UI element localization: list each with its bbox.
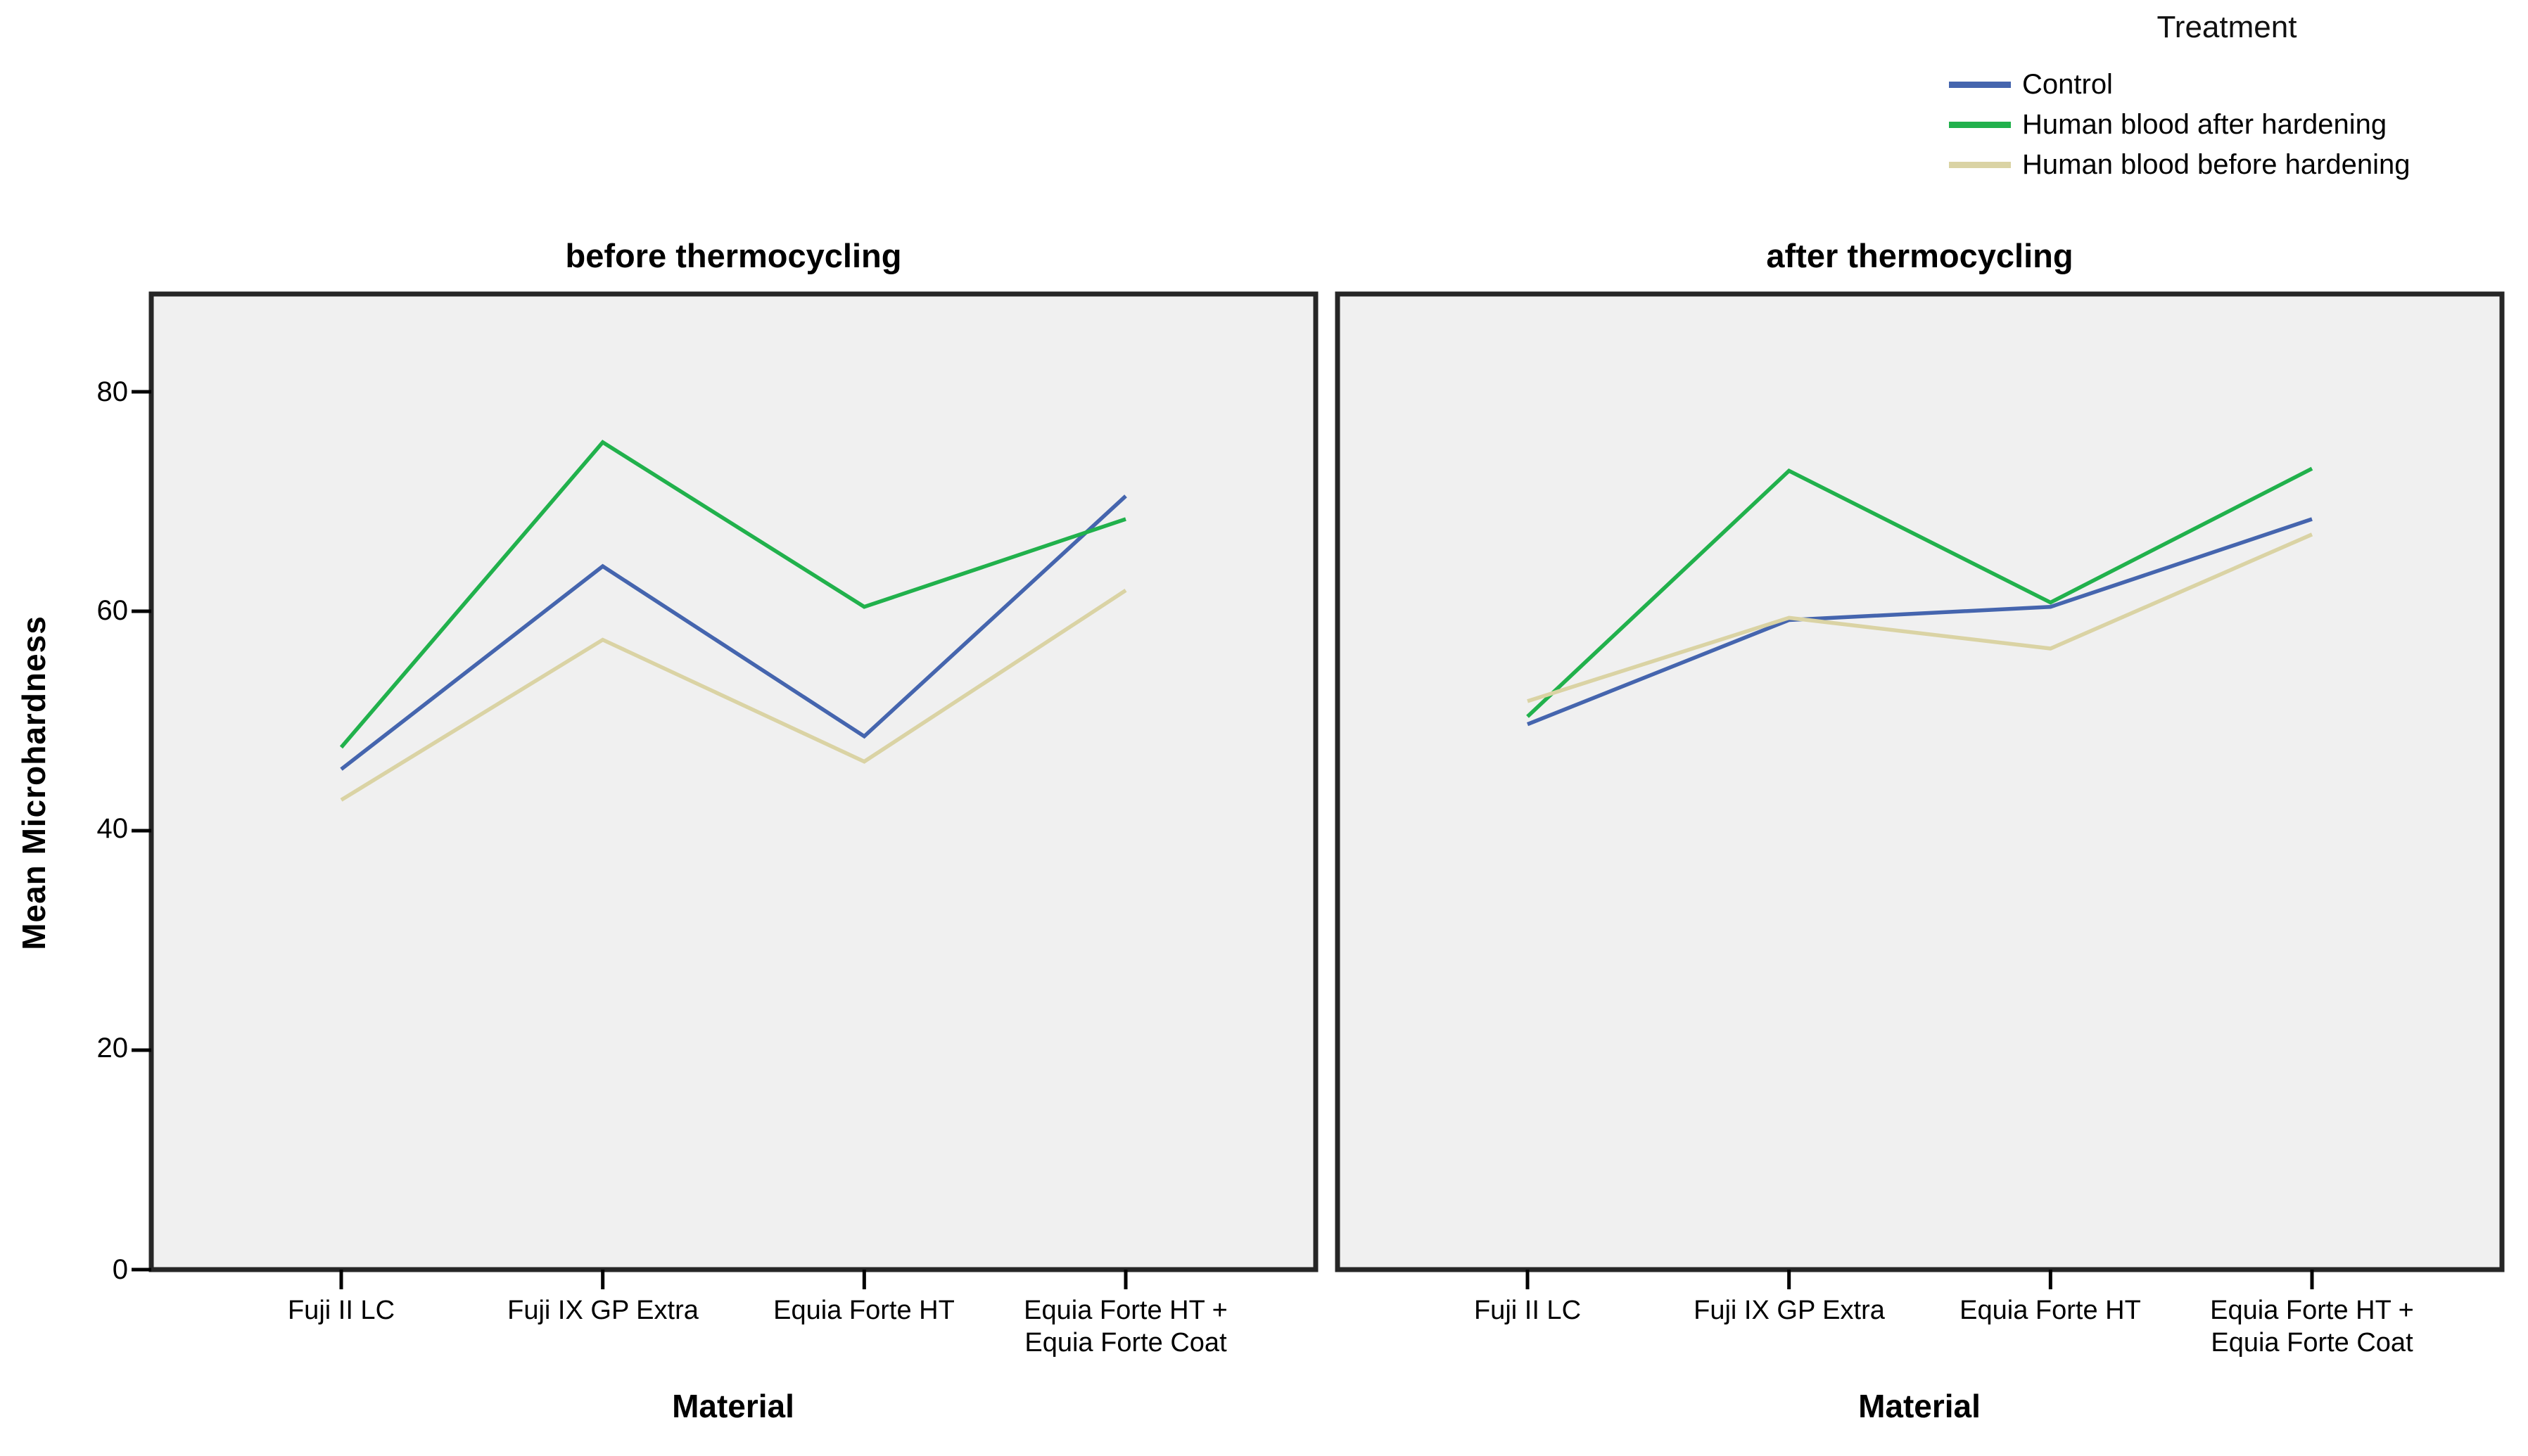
x-tick-label: Equia Forte HT (1959, 1296, 2141, 1325)
panel-title-before-thermocycling: before thermocycling (565, 237, 902, 274)
x-tick-label: Fuji IX GP Extra (507, 1296, 699, 1325)
y-tick-label-80: 80 (96, 376, 129, 407)
y-tick-label-40: 40 (96, 813, 129, 844)
legend-item-before-hardening: Human blood before hardening (1949, 145, 2505, 185)
x-axis-title-left: Material (672, 1388, 794, 1424)
legend: Treatment Control Human blood after hard… (1949, 6, 2505, 185)
x-tick-label: Equia Forte HT (773, 1296, 955, 1325)
legend-label: Human blood before hardening (2022, 149, 2411, 180)
y-tick-label-0: 0 (112, 1254, 128, 1285)
legend-title: Treatment (2157, 10, 2297, 44)
legend-swatch-after-hardening-icon (1949, 122, 2011, 128)
x-tick-label: Equia Forte HT + Equia Forte Coat (2210, 1296, 2414, 1358)
x-tick-label: Fuji II LC (287, 1296, 395, 1325)
line-chart-before-thermocycling (132, 291, 1319, 1289)
y-tick-label-60: 60 (96, 595, 129, 626)
legend-items: Control Human blood after hardening Huma… (1949, 65, 2505, 185)
x-tick-label: Fuji IX GP Extra (1694, 1296, 1885, 1325)
legend-swatch-control-icon (1949, 82, 2011, 88)
x-axis-title-right: Material (1858, 1388, 1981, 1424)
x-tick-label: Equia Forte HT + Equia Forte Coat (1024, 1296, 1228, 1358)
line-chart-after-thermocycling (1335, 291, 2505, 1289)
legend-label: Human blood after hardening (2022, 109, 2387, 140)
panel-title-after-thermocycling: after thermocycling (1766, 237, 2073, 274)
y-tick-label-20: 20 (96, 1033, 129, 1064)
x-tick-label: Fuji II LC (1473, 1296, 1582, 1325)
legend-label: Control (2022, 69, 2113, 100)
legend-item-control: Control (1949, 65, 2505, 105)
y-axis-title: Mean Microhardness (15, 615, 52, 950)
legend-swatch-before-hardening-icon (1949, 162, 2011, 168)
legend-item-after-hardening: Human blood after hardening (1949, 105, 2505, 145)
